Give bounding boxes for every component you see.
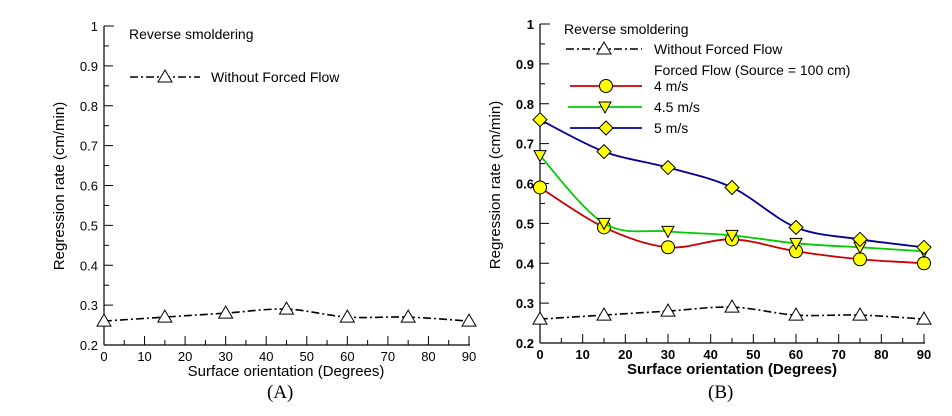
annotation-b: Reverse smoldering [564, 21, 689, 37]
data-point-without-forced-flow [461, 313, 477, 327]
x-tick-label: 30 [661, 347, 675, 362]
y-tick-label: 1 [527, 17, 534, 32]
data-point-without-forced-flow [788, 307, 804, 321]
chart-panel-b: 0.20.30.40.50.60.70.80.910 10 20 30 40 50 60 70… [487, 17, 932, 403]
y-tick-label: 0.3 [516, 296, 534, 311]
y-tick-label: 0.6 [80, 179, 98, 194]
y-tick-label: 0.2 [516, 336, 534, 351]
x-tick-label: 50 [746, 347, 760, 362]
legend-b: Without Forced Flow 4 m/s 4.5 m/s 5 m/s [566, 41, 783, 136]
data-point-4-5-m-s [661, 225, 675, 239]
x-tick-label: 40 [259, 349, 273, 364]
legend-label-4-5-m-s: 4.5 m/s [654, 99, 700, 115]
y-tick-label: 0.5 [516, 216, 534, 231]
x-tick-label: 60 [340, 349, 354, 364]
data-point-5-m-s [532, 111, 548, 128]
panel-label-b: (B) [708, 382, 733, 403]
data-point-without-forced-flow [278, 301, 295, 315]
y-tick-label: 0.5 [80, 218, 98, 233]
data-point-without-forced-flow [660, 303, 676, 317]
x-tick-label: 0 [536, 347, 543, 362]
data-point-5-m-s [852, 231, 868, 248]
x-axis-title-b: Surface orientation (Degrees) [627, 361, 837, 378]
y-tick-label: 0.8 [516, 97, 534, 112]
x-tick-label: 70 [381, 349, 395, 364]
data-point-without-forced-flow [96, 313, 112, 327]
x-tick-label: 20 [178, 349, 192, 364]
data-point-4-5-m-s [597, 217, 611, 231]
y-tick-label: 0.4 [516, 256, 535, 271]
y-axis-title-b: Regression rate (cm/min) [487, 101, 504, 269]
x-tick-label: 0 [100, 349, 107, 364]
x-tick-label: 80 [421, 349, 435, 364]
chart-panel-a: 0.20.30.40.50.60.70.80.910 10 20 30 40 50 60 70… [51, 19, 477, 403]
data-point-4-5-m-s [533, 150, 547, 163]
legend-marker-4-m-s [599, 79, 613, 93]
legend-marker-5-m-s [598, 120, 614, 136]
x-axis-title-a: Surface orientation (Degrees) [188, 363, 385, 380]
legend-label-4-m-s: 4 m/s [654, 78, 688, 94]
data-point-without-forced-flow [400, 309, 417, 323]
y-tick-label: 0.7 [80, 139, 98, 154]
data-point-without-forced-flow [596, 307, 612, 321]
data-point-5-m-s [660, 159, 676, 176]
x-tick-label: 60 [789, 347, 803, 362]
x-tick-label: 40 [703, 347, 717, 362]
y-tick-label: 0.6 [516, 177, 534, 192]
x-tick-label: 20 [618, 347, 632, 362]
legend-label-without-forced-flow: Without Forced Flow [654, 41, 783, 57]
x-tick-label: 30 [218, 349, 232, 364]
panel-label-a: (A) [267, 382, 293, 403]
legend-label-without-forced-flow: Without Forced Flow [211, 69, 340, 85]
annotation-a: Reverse smoldering [129, 26, 254, 42]
data-point-5-m-s [788, 219, 804, 236]
legend-marker-without-forced-flow [157, 69, 173, 83]
y-tick-label: 0.2 [80, 338, 98, 353]
plot-area-b: 0.20.30.40.50.60.70.80.910 10 20 30 40 50 60 70… [516, 17, 932, 362]
data-point-5-m-s [916, 239, 932, 256]
x-tick-label: 10 [575, 347, 589, 362]
legend-marker-without-forced-flow [596, 41, 612, 55]
x-tick-label: 80 [874, 347, 888, 362]
data-point-4-m-s [917, 256, 931, 271]
x-tick-label: 70 [831, 347, 845, 362]
data-point-without-forced-flow [852, 307, 868, 321]
data-point-4-m-s [533, 180, 547, 195]
y-tick-label: 0.4 [80, 258, 98, 273]
data-point-5-m-s [724, 179, 740, 196]
legend-a: Without Forced Flow [130, 69, 340, 85]
data-point-without-forced-flow [916, 311, 932, 325]
data-point-without-forced-flow [339, 309, 356, 323]
x-tick-label: 90 [917, 347, 931, 362]
y-axis-title-a: Regression rate (cm/min) [51, 102, 68, 270]
legend-marker-4-5-m-s [598, 101, 612, 115]
data-point-4-m-s [853, 252, 867, 267]
plot-area-a: 0.20.30.40.50.60.70.80.910 10 20 30 40 50 60 70… [80, 19, 477, 364]
y-tick-label: 0.9 [516, 57, 534, 72]
legend-label-5-m-s: 5 m/s [654, 120, 688, 136]
y-tick-label: 0.8 [80, 99, 98, 114]
legend-subheading-b: Forced Flow (Source = 100 cm) [654, 62, 850, 78]
data-point-4-5-m-s [725, 229, 739, 243]
x-tick-label: 10 [137, 349, 151, 364]
data-point-4-5-m-s [789, 237, 803, 251]
y-tick-label: 0.3 [80, 298, 98, 313]
y-tick-label: 1 [91, 19, 98, 34]
data-point-without-forced-flow [724, 299, 740, 313]
data-point-without-forced-flow [217, 305, 234, 319]
data-point-4-m-s [661, 240, 675, 255]
x-tick-label: 90 [462, 349, 476, 364]
x-tick-label: 50 [300, 349, 314, 364]
data-point-without-forced-flow [532, 311, 548, 325]
data-point-without-forced-flow [156, 309, 173, 323]
y-tick-label: 0.9 [80, 59, 98, 74]
y-tick-label: 0.7 [516, 137, 534, 152]
data-point-5-m-s [596, 143, 612, 160]
